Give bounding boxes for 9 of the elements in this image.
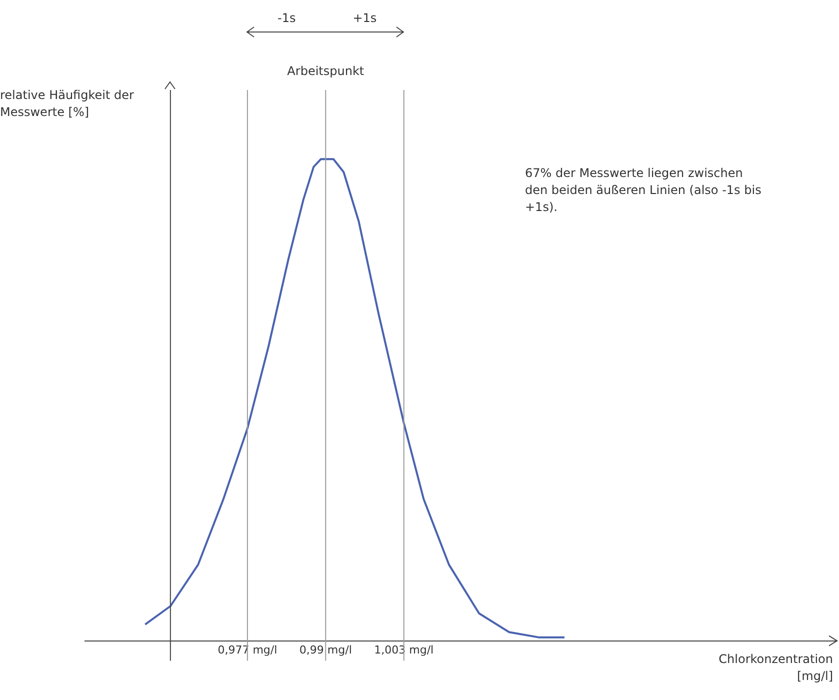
y-axis-title: relative Häufigkeit der Messwerte [%] [0, 87, 135, 121]
x-tick-label: 0,99 mg/l [299, 643, 352, 656]
annotation: 67% der Messwerte liegen zwischen den beiden äußeren Linien (also -1s bis +1s). [525, 165, 762, 216]
x-tick-label: 1,003 mg/l [374, 643, 434, 656]
x-tick-label: 0,977 mg/l [218, 643, 278, 656]
text: -1s [278, 10, 296, 27]
text: +1s [352, 10, 377, 27]
x-axis-title: Chlorkonzentration [mg/l] [718, 650, 833, 685]
ref-line-label: Arbeitspunkt [287, 64, 364, 78]
